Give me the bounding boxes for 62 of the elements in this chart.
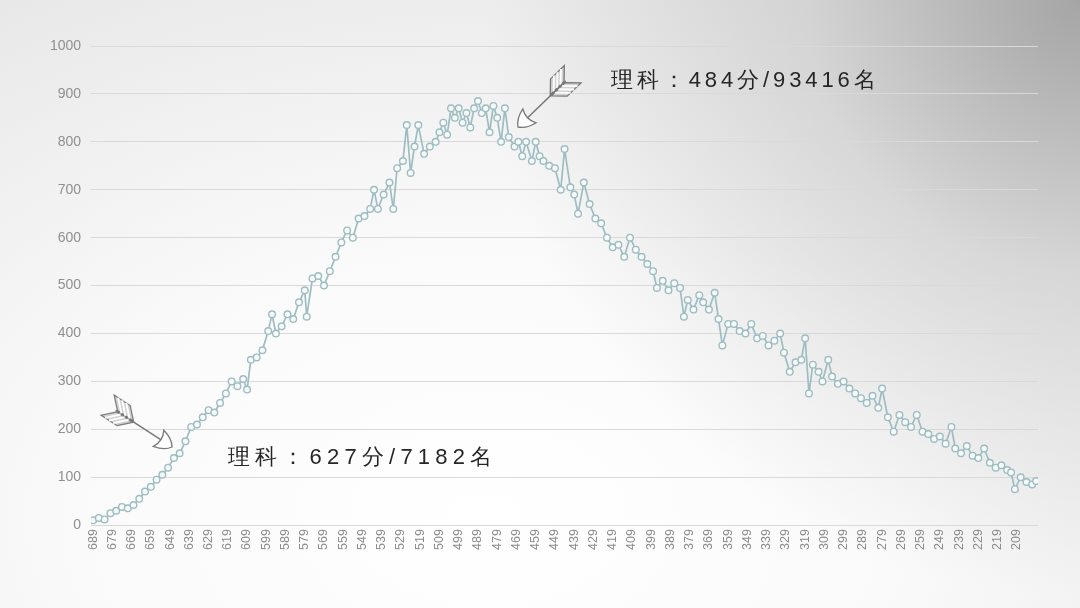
y-tick-label: 400 (57, 324, 82, 341)
annotation: 理科：484分/93416名 (611, 66, 880, 94)
x-tick-label: 219 (990, 529, 1005, 550)
x-tick-label: 269 (893, 529, 908, 550)
x-tick-label: 469 (508, 529, 523, 550)
x-tick-label: 669 (124, 529, 139, 550)
x-tick-label: 639 (181, 529, 196, 550)
x-tick-label: 459 (528, 529, 543, 550)
x-tick-label: 499 (451, 529, 466, 550)
x-tick-label: 609 (239, 529, 254, 550)
x-tick-label: 569 (316, 529, 331, 550)
y-tick-label: 1000 (49, 36, 82, 53)
x-tick-label: 579 (297, 529, 312, 550)
x-tick-label: 299 (836, 529, 851, 550)
y-tick-label: 100 (57, 468, 82, 485)
x-tick-label: 409 (624, 529, 639, 550)
x-tick-label: 319 (797, 529, 812, 550)
y-tick-label: 300 (57, 372, 82, 389)
y-tick-label: 800 (57, 132, 82, 149)
x-tick-label: 659 (143, 529, 158, 550)
x-tick-label: 329 (778, 529, 793, 550)
x-tick-label: 369 (701, 529, 716, 550)
y-tick-label: 900 (57, 84, 82, 101)
x-tick-label: 529 (393, 529, 408, 550)
y-tick-label: 200 (57, 420, 82, 437)
x-tick-label: 489 (470, 529, 485, 550)
x-tick-label: 399 (643, 529, 658, 550)
x-tick-label: 599 (258, 529, 273, 550)
x-tick-label: 679 (104, 529, 119, 550)
x-tick-label: 339 (759, 529, 774, 550)
x-tick-label: 359 (720, 529, 735, 550)
x-tick-label: 419 (605, 529, 620, 550)
x-tick-label: 379 (682, 529, 697, 550)
annotation: 理科：627分/7182名 (228, 443, 498, 471)
x-tick-label: 429 (585, 529, 600, 550)
x-tick-label: 249 (932, 529, 947, 550)
x-tick-label: 289 (855, 529, 870, 550)
y-tick-label: 0 (73, 516, 82, 532)
x-tick-label: 619 (220, 529, 235, 550)
x-tick-label: 589 (277, 529, 292, 550)
y-tick-label: 700 (57, 180, 82, 197)
x-tick-label: 439 (566, 529, 581, 550)
y-tick-label: 600 (57, 228, 82, 245)
x-tick-label: 449 (547, 529, 562, 550)
x-tick-label: 229 (970, 529, 985, 550)
x-tick-label: 629 (200, 529, 215, 550)
x-tick-label: 479 (489, 529, 504, 550)
x-tick-label: 209 (1009, 529, 1024, 550)
x-tick-label: 649 (162, 529, 177, 550)
x-tick-label: 349 (739, 529, 754, 550)
y-tick-label: 500 (57, 276, 82, 293)
x-tick-label: 309 (816, 529, 831, 550)
x-tick-label: 389 (662, 529, 677, 550)
x-tick-label: 559 (335, 529, 350, 550)
x-tick-label: 519 (412, 529, 427, 550)
x-tick-label: 259 (913, 529, 928, 550)
x-tick-label: 689 (85, 529, 100, 550)
x-tick-label: 539 (374, 529, 389, 550)
x-tick-label: 239 (951, 529, 966, 550)
x-tick-label: 549 (354, 529, 369, 550)
x-tick-label: 509 (431, 529, 446, 550)
x-tick-label: 279 (874, 529, 889, 550)
